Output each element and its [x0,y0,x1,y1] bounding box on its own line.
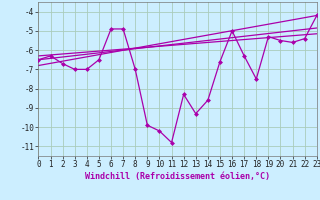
X-axis label: Windchill (Refroidissement éolien,°C): Windchill (Refroidissement éolien,°C) [85,172,270,181]
